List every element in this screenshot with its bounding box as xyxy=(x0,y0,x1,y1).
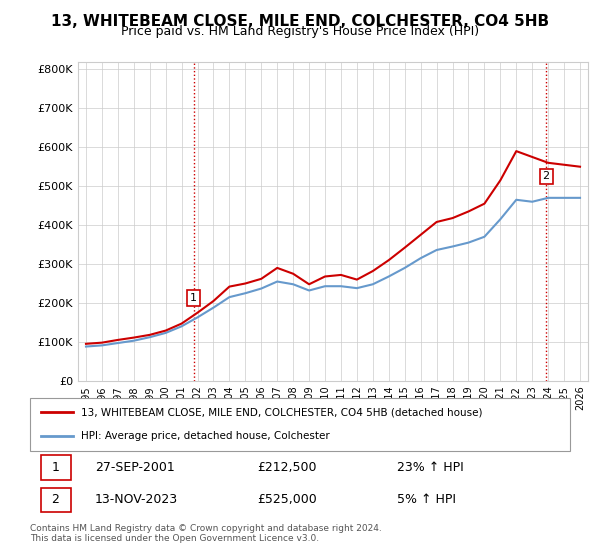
Text: 27-SEP-2001: 27-SEP-2001 xyxy=(95,461,175,474)
Text: 23% ↑ HPI: 23% ↑ HPI xyxy=(397,461,464,474)
Text: 1: 1 xyxy=(190,293,197,303)
Text: 13, WHITEBEAM CLOSE, MILE END, COLCHESTER, CO4 5HB (detached house): 13, WHITEBEAM CLOSE, MILE END, COLCHESTE… xyxy=(82,408,483,418)
Text: 1: 1 xyxy=(52,461,59,474)
Text: 2: 2 xyxy=(542,171,550,181)
Text: 13, WHITEBEAM CLOSE, MILE END, COLCHESTER, CO4 5HB: 13, WHITEBEAM CLOSE, MILE END, COLCHESTE… xyxy=(51,14,549,29)
FancyBboxPatch shape xyxy=(41,488,71,512)
Text: 13-NOV-2023: 13-NOV-2023 xyxy=(95,493,178,506)
Text: 2: 2 xyxy=(52,493,59,506)
Text: HPI: Average price, detached house, Colchester: HPI: Average price, detached house, Colc… xyxy=(82,431,330,441)
Text: Contains HM Land Registry data © Crown copyright and database right 2024.
This d: Contains HM Land Registry data © Crown c… xyxy=(30,524,382,543)
Text: £212,500: £212,500 xyxy=(257,461,316,474)
Text: 5% ↑ HPI: 5% ↑ HPI xyxy=(397,493,456,506)
FancyBboxPatch shape xyxy=(41,455,71,480)
FancyBboxPatch shape xyxy=(30,398,570,451)
Text: Price paid vs. HM Land Registry's House Price Index (HPI): Price paid vs. HM Land Registry's House … xyxy=(121,25,479,38)
Text: £525,000: £525,000 xyxy=(257,493,317,506)
